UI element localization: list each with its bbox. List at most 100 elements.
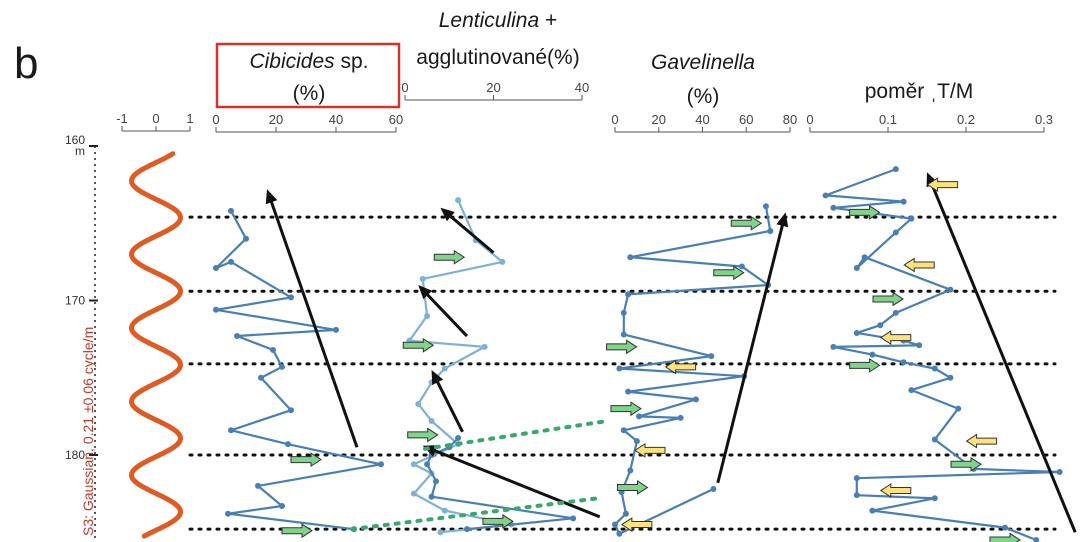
increase-arrow: [950, 456, 982, 472]
data-point: [243, 235, 249, 242]
data-point: [620, 309, 627, 316]
panels: Cibicides sp. (%) 0 20 40 60 Lenticulina + aggl…: [212, 9, 1077, 542]
data-point: [432, 478, 439, 485]
x-tick-label: 60: [739, 112, 753, 127]
x-tick-label: 80: [783, 112, 797, 127]
data-point: [955, 405, 962, 412]
correlation-lines: [350, 419, 609, 532]
x-tick-label: 40: [575, 80, 589, 95]
data-point: [616, 365, 623, 372]
data-point: [410, 461, 417, 468]
data-point: [738, 263, 745, 270]
x-tick-label: 20: [269, 112, 283, 127]
panel-tm: poměr ˌT/M 0 0.1 0.2 0.3: [806, 80, 1077, 542]
data-point: [410, 490, 417, 497]
series-line: [214, 210, 383, 531]
cycle-scale-label: -1: [116, 111, 128, 126]
panel-title-rest: poměr ˌT/M: [865, 80, 974, 103]
data-point: [415, 401, 422, 408]
increase-arrow: [402, 337, 435, 353]
increase-arrow: [606, 339, 638, 355]
increase-arrow: [713, 265, 745, 281]
panel-title: Gavelinella: [651, 51, 755, 74]
trend-arrow-head: [418, 285, 433, 300]
depth-tick-label: 160: [65, 133, 85, 147]
data-point: [892, 229, 899, 236]
data-point: [213, 265, 219, 272]
cycle-scale: -1 0 1: [116, 111, 194, 132]
data-point: [853, 475, 860, 482]
data-point: [441, 365, 448, 372]
panel-lenticulina: Lenticulina + agglutinované(%) 0 20 40: [401, 9, 601, 536]
decrease-arrow: [879, 330, 912, 346]
x-tick-label: 60: [389, 112, 403, 127]
data-point: [481, 343, 488, 350]
data-point: [499, 258, 506, 265]
panel-title-italic: Gavelinella: [651, 51, 755, 74]
data-point: [931, 365, 938, 372]
data-point: [708, 353, 715, 360]
x-tick-label: 0: [611, 112, 618, 127]
data-point: [279, 363, 285, 370]
data-point: [463, 526, 470, 533]
data-point: [285, 441, 291, 448]
data-point: [908, 387, 915, 394]
decrease-arrow: [620, 517, 653, 532]
data-point: [908, 215, 915, 222]
data-point: [627, 254, 634, 261]
data-point: [455, 197, 462, 204]
data-point: [228, 427, 234, 434]
panel-title: poměr ˌT/M: [865, 80, 974, 103]
data-point: [762, 203, 769, 210]
trend-arrow: [431, 448, 601, 519]
data-point: [877, 322, 884, 329]
x-tick-label: 0: [212, 112, 219, 127]
data-point: [900, 198, 907, 205]
x-tick-label: 40: [695, 112, 709, 127]
x-tick-label: 0.3: [1035, 112, 1053, 127]
increase-arrow: [849, 205, 881, 220]
increase-arrow: [482, 514, 514, 529]
data-point: [228, 258, 234, 265]
data-point: [633, 438, 640, 445]
panel-title-italic: Cibicides: [249, 50, 335, 73]
trend-arrow: [716, 221, 785, 484]
data-point: [892, 309, 899, 316]
data-point: [1056, 468, 1063, 475]
data-point: [692, 396, 699, 403]
x-tick-label: 0: [806, 112, 813, 127]
depth-axis: 160 170 180 m: [65, 133, 98, 540]
data-point: [853, 329, 860, 336]
trend-arrow-head: [265, 189, 278, 205]
data-point: [424, 312, 431, 319]
panel-title-line2: agglutinované(%): [416, 46, 579, 69]
data-point: [931, 495, 938, 502]
data-point: [288, 294, 294, 301]
data-point: [441, 507, 448, 514]
data-point: [270, 346, 276, 353]
increase-arrow: [617, 480, 649, 495]
correlation-line: [350, 496, 600, 532]
panel-title: Cibicides sp.: [249, 50, 368, 73]
decrease-arrow: [903, 257, 935, 273]
panel-cibicides: Cibicides sp. (%) 0 20 40 60: [212, 42, 403, 539]
data-point: [916, 342, 923, 349]
data-point: [861, 254, 868, 261]
data-point: [853, 492, 860, 499]
increase-arrow: [989, 532, 1021, 542]
x-tick-label: 0.2: [957, 112, 975, 127]
panel-title-rest: sp.: [335, 50, 369, 73]
data-point: [428, 418, 435, 425]
title-highlight-box: [215, 42, 401, 109]
increase-arrow: [872, 291, 904, 307]
series-line: [426, 437, 575, 531]
data-point: [900, 359, 907, 366]
trend-arrow: [929, 180, 1077, 533]
data-point: [627, 467, 634, 474]
data-point: [288, 407, 294, 414]
x-tick-label: 0.1: [879, 112, 897, 127]
trend-arrow-head: [776, 212, 789, 228]
data-point: [255, 482, 261, 489]
data-point: [947, 286, 954, 293]
decrease-arrow: [664, 359, 697, 375]
